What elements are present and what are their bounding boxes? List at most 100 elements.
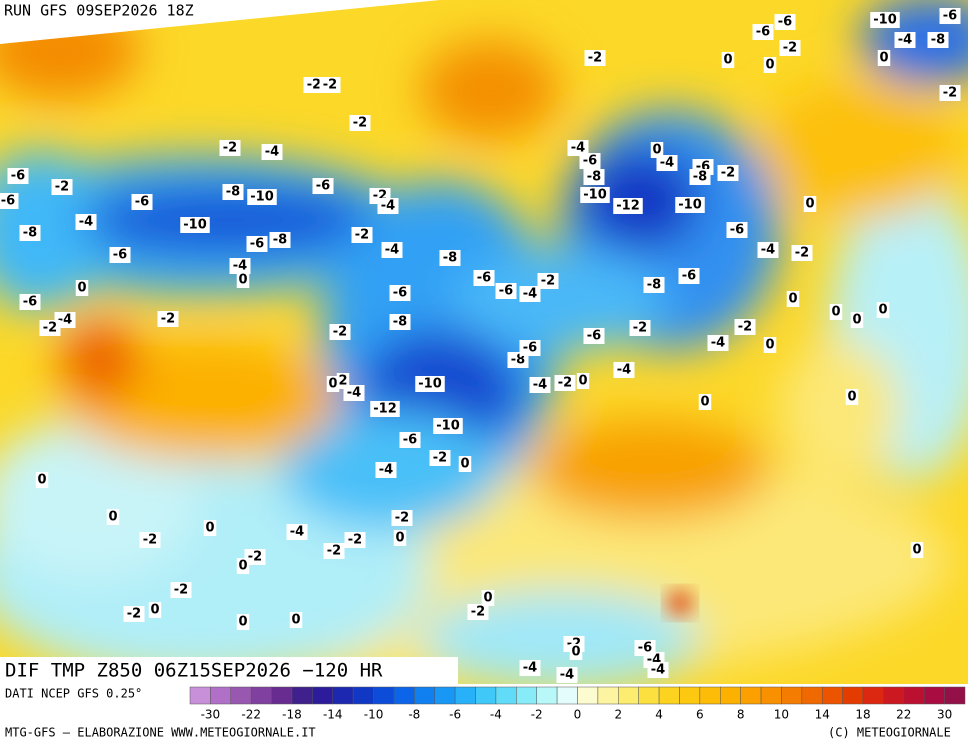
- contour-label: 0: [831, 305, 840, 320]
- label-box: [236, 558, 250, 574]
- label-box: [656, 155, 678, 171]
- contour-label: -4: [711, 336, 725, 351]
- contour-label: -10: [678, 198, 702, 213]
- contour-labels: -6 -10 -6-6-4 -8-20 0 0-2-2-2 -2-2-2 -4-6-2-6-8…: [0, 8, 961, 683]
- label-box: [850, 312, 864, 328]
- contour-label: -2: [783, 41, 797, 56]
- label-box: [583, 328, 605, 344]
- contour-label: -2: [353, 116, 367, 131]
- contour-label: 2: [338, 374, 347, 389]
- colorbar-tick-label: 4: [655, 708, 663, 722]
- contour-label: -10: [250, 190, 274, 205]
- colorbar-tick-label: -10: [364, 708, 384, 722]
- label-box: [939, 8, 961, 24]
- color-swatch: [189, 686, 211, 705]
- label-box: [139, 532, 161, 548]
- label-box: [343, 385, 365, 401]
- color-swatch: [291, 686, 313, 705]
- contour-label: -4: [761, 243, 775, 258]
- label-box: [726, 222, 748, 238]
- label-box: [7, 168, 29, 184]
- contour-label: -4: [898, 33, 912, 48]
- contour-label: -4: [651, 663, 665, 678]
- contour-label: -8: [931, 33, 945, 48]
- contour-label: -12: [373, 402, 397, 417]
- colorbar-tick-label: 30: [937, 708, 952, 722]
- contour-label: 0: [652, 143, 661, 158]
- label-box: [583, 169, 605, 185]
- colorbar-tick-label: -6: [449, 708, 461, 722]
- contour-label: -4: [533, 378, 547, 393]
- contour-label: -2: [795, 246, 809, 261]
- color-swatch: [312, 686, 334, 705]
- contour-label: -4: [233, 259, 247, 274]
- contour-label: 0: [460, 457, 469, 472]
- label-box: [19, 225, 41, 241]
- contour-label: 0: [205, 521, 214, 536]
- label-box: [75, 214, 97, 230]
- contour-label: -2: [355, 228, 369, 243]
- label-box: [458, 456, 472, 472]
- contour-label: -4: [523, 661, 537, 676]
- contour-label: -2: [348, 533, 362, 548]
- label-box: [148, 602, 162, 618]
- label-box: [876, 302, 890, 318]
- contour-label: -8: [393, 315, 407, 330]
- label-box: [222, 184, 244, 200]
- color-swatch: [577, 686, 599, 705]
- label-box: [246, 236, 268, 252]
- color-swatch: [720, 686, 741, 705]
- contour-label: -6: [23, 295, 37, 310]
- color-swatch: [618, 686, 639, 705]
- color-swatch: [352, 686, 374, 705]
- label-box: [106, 509, 120, 525]
- contour-label: -8: [511, 353, 525, 368]
- label-box: [439, 250, 461, 266]
- color-swatch: [821, 686, 843, 705]
- label-box: [643, 277, 665, 293]
- contour-label: -2: [433, 451, 447, 466]
- contour-label: 0: [805, 197, 814, 212]
- contour-label: -6: [756, 25, 770, 40]
- label-box: [157, 311, 179, 327]
- contour-label: -12: [616, 199, 640, 214]
- label-box: [675, 197, 705, 213]
- contour-label: 0: [238, 615, 247, 630]
- label-box: [326, 376, 340, 392]
- contour-label: -10: [418, 377, 442, 392]
- label-box: [19, 294, 41, 310]
- contour-label: -10: [583, 188, 607, 203]
- label-box: [927, 32, 949, 48]
- contour-label: -2: [161, 312, 175, 327]
- label-box: [35, 472, 49, 488]
- label-box: [269, 232, 291, 248]
- color-swatch: [842, 686, 864, 705]
- label-box: [391, 510, 413, 526]
- label-box: [678, 268, 700, 284]
- contour-label: -2: [174, 583, 188, 598]
- color-swatch: [495, 686, 517, 705]
- label-box: [433, 418, 463, 434]
- contour-label: -10: [873, 13, 897, 28]
- colorbar-tick-label: -30: [201, 708, 221, 722]
- color-swatch: [679, 686, 701, 705]
- label-box: [375, 462, 397, 478]
- contour-label: -6: [587, 329, 601, 344]
- label-box: [519, 340, 541, 356]
- label-box: [537, 273, 559, 289]
- label-box: [467, 604, 489, 620]
- colorbar-tick-label: 10: [774, 708, 789, 722]
- contour-label: 0: [723, 53, 732, 68]
- title-box: [0, 657, 458, 684]
- label-box: [580, 187, 610, 203]
- label-box: [894, 32, 916, 48]
- label-box: [429, 450, 451, 466]
- label-box: [323, 543, 345, 559]
- label-box: [39, 320, 61, 336]
- label-box: [381, 242, 403, 258]
- contour-label: -2: [323, 78, 337, 93]
- contour-label: -6: [250, 237, 264, 252]
- contour-label: -6: [316, 179, 330, 194]
- color-swatch: [801, 686, 823, 705]
